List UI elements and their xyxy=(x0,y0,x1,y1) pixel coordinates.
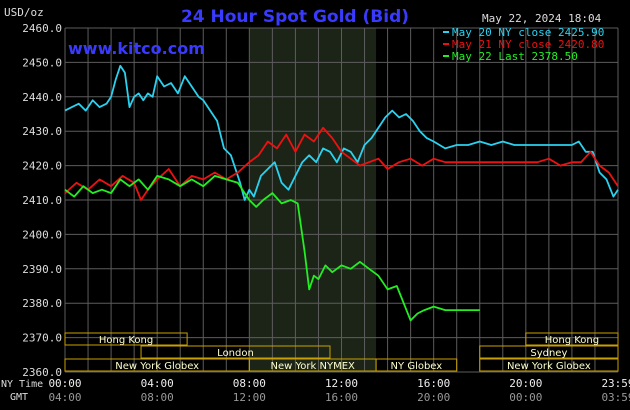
series-line-2 xyxy=(64,174,480,322)
x-row-label-gmt: GMT xyxy=(10,392,28,403)
chart-title: 24 Hour Spot Gold (Bid) xyxy=(181,7,409,27)
x-tick-ny-4: 16:00 xyxy=(417,377,450,390)
trading-session-bands: Hong Kong London New York Globex New York N… xyxy=(64,332,619,372)
legend-entry-1: May 21 NY close 2420.80 xyxy=(452,38,604,51)
session-label-6: Sydney xyxy=(530,348,567,359)
series-line-1 xyxy=(64,126,619,201)
x-tick-gmt-1: 08:00 xyxy=(141,391,174,404)
x-tick-gmt-2: 12:00 xyxy=(233,391,266,404)
x-tick-gmt-0: 04:00 xyxy=(48,391,81,404)
y-tick-label-7: 2390.0 xyxy=(22,263,62,276)
y-tick-label-2: 2440.0 xyxy=(22,91,62,104)
y-tick-label-3: 2430.0 xyxy=(22,125,62,138)
y-tick-label-9: 2370.0 xyxy=(22,332,62,345)
x-tick-ny-1: 04:00 xyxy=(141,377,174,390)
x-row-label-ny: NY Time xyxy=(1,379,43,390)
x-tick-ny-0: 00:00 xyxy=(48,377,81,390)
legend-entry-2: May 22 Last 2378.50 xyxy=(452,50,578,63)
session-band-6 xyxy=(479,345,619,359)
y-tick-label-10: 2360.0 xyxy=(22,366,62,379)
session-band-1 xyxy=(140,345,331,359)
session-label-0: Hong Kong xyxy=(99,335,153,346)
x-tick-ny-3: 12:00 xyxy=(325,377,358,390)
y-tick-label-5: 2410.0 xyxy=(22,194,62,207)
session-band-0 xyxy=(64,332,188,346)
x-tick-ny-5: 20:00 xyxy=(509,377,542,390)
y-axis-unit-label: USD/oz xyxy=(4,6,44,19)
session-label-3: New York NYMEX xyxy=(271,361,356,372)
legend-entry-0: May 20 NY close 2425.90 xyxy=(452,26,604,39)
session-label-2: New York Globex xyxy=(115,361,199,372)
x-tick-gmt-6: 03:59 xyxy=(601,391,630,404)
timestamp: May 22, 2024 18:04 xyxy=(482,12,602,25)
session-label-1: London xyxy=(217,348,254,359)
y-tick-label-4: 2420.0 xyxy=(22,160,62,173)
session-label-4: NY Globex xyxy=(391,361,443,372)
x-tick-gmt-5: 00:00 xyxy=(509,391,542,404)
session-band-4 xyxy=(375,358,458,372)
price-series-lines xyxy=(64,64,619,322)
session-band-5 xyxy=(479,358,619,372)
x-tick-ny-2: 08:00 xyxy=(233,377,266,390)
y-tick-label-6: 2400.0 xyxy=(22,228,62,241)
x-tick-gmt-4: 20:00 xyxy=(417,391,450,404)
x-axis-tick-labels: 00:0004:0004:0008:0008:0012:0012:0016:00… xyxy=(48,377,630,404)
x-tick-ny-6: 23:59 xyxy=(601,377,630,390)
x-tick-gmt-3: 16:00 xyxy=(325,391,358,404)
y-tick-label-8: 2380.0 xyxy=(22,297,62,310)
y-axis-tick-labels: 2460.0 2450.0 2440.0 2430.0 2420.0 2410.0 2400… xyxy=(22,22,62,379)
brand-url: www.kitco.com xyxy=(68,39,205,58)
grid-lines xyxy=(64,27,619,373)
y-tick-label-1: 2450.0 xyxy=(22,56,62,69)
session-label-5: New York Globex xyxy=(507,361,591,372)
series-line-0 xyxy=(64,64,619,201)
y-tick-label-0: 2460.0 xyxy=(22,22,62,35)
session-band-7 xyxy=(525,332,619,346)
session-label-7: Hong Kong xyxy=(545,335,599,346)
